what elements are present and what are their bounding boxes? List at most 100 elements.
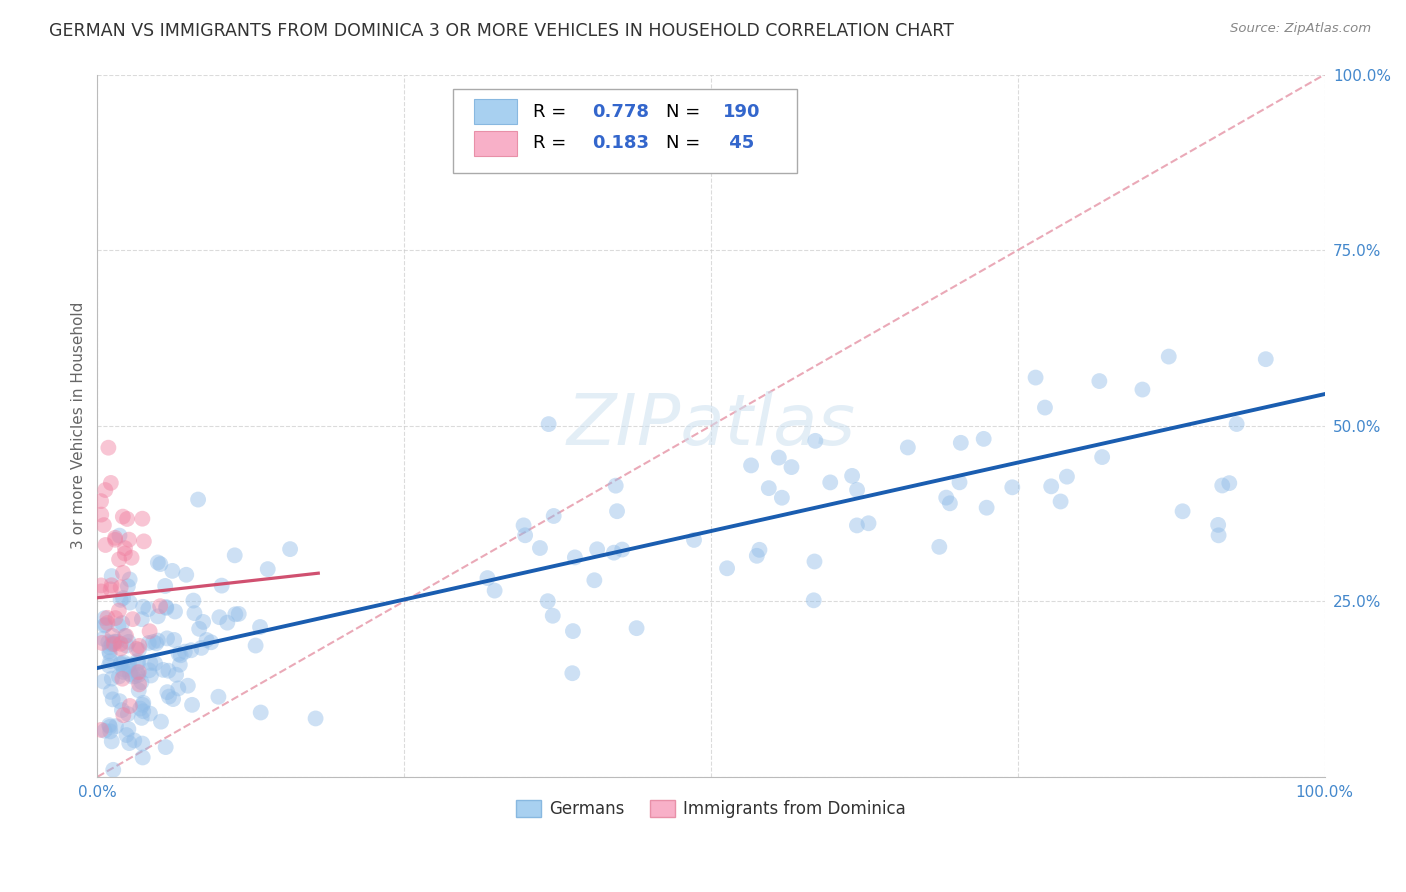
Point: [976, 500, 998, 515]
Point: [169, 657, 191, 672]
Point: [1132, 383, 1154, 397]
Point: [108, 528, 131, 542]
Point: [845, 518, 868, 533]
Point: [105, 634, 128, 648]
Point: [1171, 504, 1194, 518]
Point: [1056, 469, 1078, 483]
Point: [90, 494, 112, 508]
Point: [100, 475, 122, 490]
Point: [1001, 480, 1024, 494]
Point: [583, 574, 606, 588]
Point: [1040, 479, 1063, 493]
Point: [108, 669, 131, 683]
Point: [131, 675, 153, 690]
Point: [103, 763, 125, 777]
Point: [477, 571, 499, 585]
Point: [603, 546, 626, 560]
Point: [132, 750, 155, 764]
Point: [564, 550, 586, 565]
Point: [93, 518, 115, 533]
Point: [97, 441, 120, 455]
Point: [112, 591, 135, 605]
Point: [93, 611, 115, 625]
Point: [110, 641, 132, 656]
Point: [111, 616, 134, 631]
Point: [96, 611, 118, 625]
Point: [245, 639, 267, 653]
Point: [1208, 528, 1230, 542]
Point: [208, 610, 231, 624]
Point: [543, 508, 565, 523]
Point: [605, 478, 627, 492]
Point: [115, 512, 138, 526]
Point: [818, 475, 841, 490]
Point: [101, 629, 124, 643]
Point: [529, 541, 551, 555]
Point: [118, 533, 141, 547]
Point: [1157, 350, 1180, 364]
Point: [138, 636, 160, 650]
Point: [155, 601, 177, 615]
Point: [145, 636, 167, 650]
Point: [104, 531, 127, 545]
Point: [177, 679, 200, 693]
Point: [108, 552, 131, 566]
Point: [124, 669, 146, 683]
Point: [101, 635, 124, 649]
Point: [94, 483, 117, 497]
Point: [117, 659, 139, 673]
Point: [127, 656, 149, 670]
Point: [128, 677, 150, 691]
Point: [1218, 476, 1240, 491]
Point: [169, 648, 191, 663]
Point: [104, 611, 127, 625]
Point: [117, 722, 139, 736]
Point: [96, 615, 118, 630]
Point: [114, 541, 136, 556]
Point: [156, 632, 179, 646]
Point: [131, 612, 153, 626]
Point: [118, 736, 141, 750]
Point: [100, 569, 122, 583]
Point: [1025, 370, 1047, 384]
Point: [94, 617, 117, 632]
Point: [142, 635, 165, 649]
Point: [167, 647, 190, 661]
Point: [541, 608, 564, 623]
Point: [626, 621, 648, 635]
Point: [146, 633, 169, 648]
Point: [98, 640, 121, 655]
Text: Source: ZipAtlas.com: Source: ZipAtlas.com: [1230, 22, 1371, 36]
Point: [858, 516, 880, 531]
Point: [90, 508, 112, 522]
Point: [127, 668, 149, 682]
Point: [121, 550, 143, 565]
Point: [97, 635, 120, 649]
Text: R =: R =: [533, 103, 572, 120]
Point: [117, 706, 139, 721]
Point: [129, 701, 152, 715]
Point: [163, 605, 186, 619]
Point: [118, 596, 141, 610]
Point: [537, 417, 560, 431]
Point: [98, 644, 121, 658]
Point: [117, 579, 139, 593]
Point: [173, 645, 195, 659]
Text: N =: N =: [665, 135, 706, 153]
Point: [768, 450, 790, 465]
Point: [122, 733, 145, 747]
Point: [745, 549, 768, 563]
Point: [513, 528, 536, 542]
Point: [120, 667, 142, 681]
Point: [118, 698, 141, 713]
Point: [132, 599, 155, 614]
Point: [100, 582, 122, 597]
Point: [770, 491, 793, 505]
Point: [948, 475, 970, 490]
Point: [249, 706, 271, 720]
Point: [104, 634, 127, 648]
Text: 0.183: 0.183: [592, 135, 650, 153]
Point: [90, 578, 112, 592]
Point: [249, 620, 271, 634]
Point: [586, 542, 609, 557]
